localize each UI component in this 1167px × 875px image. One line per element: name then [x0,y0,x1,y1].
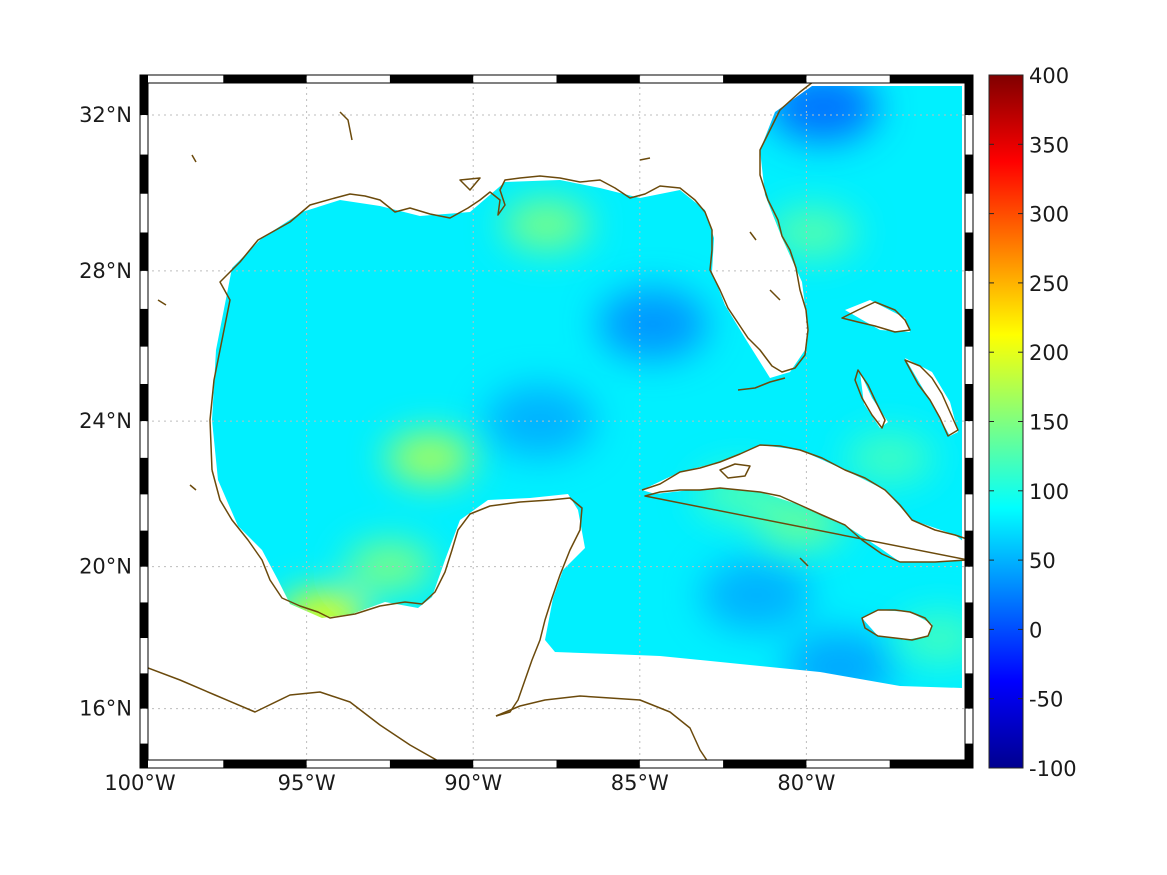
colorbar-tick-label: -50 [1029,688,1063,712]
colorbar-tick-label: 200 [1029,341,1069,365]
frame-segment-right [965,602,973,639]
colorbar-tick-label: 300 [1029,203,1069,227]
coastline-isla-juventud [719,463,751,479]
grid-lines [140,75,973,768]
latitude-tick-label: 24°N [79,409,132,433]
colorbar-tick-label: 250 [1029,272,1069,296]
latitude-labels: 16°N 20°N 24°N 28°N 32°N [79,103,132,721]
frame-segment-bottom [556,760,640,768]
colorbar-tick-label: 150 [1029,411,1069,435]
heatmap-hotspot [695,468,784,521]
frame-segment-top [723,75,807,83]
colorbar-tick-label: -100 [1029,757,1077,781]
frame-segment-right [965,75,973,116]
frame-segment-left [140,457,148,495]
frame-segment-left [140,602,148,639]
longitude-labels: 100°W 95°W 90°W 85°W 80°W [104,771,835,795]
frame-segment-right [965,530,973,567]
coastline-bahamas-north [841,301,911,333]
frame-segment-top [223,75,307,83]
longitude-tick-label: 85°W [611,771,669,795]
frame-segment-right [965,673,973,709]
longitude-tick-label: 95°W [278,771,336,795]
frame-segment-right [965,232,973,271]
heatmap-hotspot [279,590,368,643]
heatmap-hotspot [845,431,934,484]
longitude-tick-label: 100°W [104,771,176,795]
coastline-mexico-east [211,469,583,717]
map-frame [139,74,974,769]
coastline-florida-keys [737,377,786,391]
coastline-small-islands [157,111,809,567]
colorbar-tick-label: 100 [1029,480,1069,504]
latitude-tick-label: 28°N [79,259,132,283]
frame-segment-left [140,530,148,567]
latitude-tick-label: 32°N [79,103,132,127]
frame-corner [964,759,974,769]
frame-segment-left [140,673,148,709]
coastline-bahamas-andros [854,369,886,429]
heatmap-hotspot [755,497,844,550]
heatmap-coldspot [701,559,812,632]
frame-segment-right [965,154,973,194]
frame-segment-right [965,457,973,495]
frame-segment-bottom [389,760,474,768]
frame-segment-bottom [889,760,973,768]
coastline-gulf-north [209,83,813,471]
colorbar-gradient [989,75,1023,768]
longitude-tick-label: 80°W [777,771,835,795]
frame-segment-bottom [723,760,807,768]
frame-segment-left [140,232,148,271]
colorbar: 400 350 300 250 200 150 100 50 0 -50 -100 [988,64,1077,781]
frame-segment-top [556,75,640,83]
frame-segment-left [140,383,148,422]
frame-segment-right [965,308,973,347]
frame-segment-left [140,75,148,116]
heatmap-layer [148,83,965,760]
longitude-tick-label: 90°W [444,771,502,795]
colorbar-tick-label: 400 [1029,64,1069,88]
coastline-jamaica [861,609,933,641]
latitude-tick-label: 16°N [79,697,132,721]
heatmap-coldspot [768,83,879,144]
heatmap-hotspot [769,206,858,259]
colorbar-tick-label: 50 [1029,549,1056,573]
heatmap-hotspot [895,612,965,665]
coastline-central-america [495,695,708,760]
frame-segment-bottom [223,760,307,768]
coastline-bahamas-east [904,359,959,437]
frame-segment-right [965,383,973,422]
coastlines [148,83,965,760]
frame-segment-top [889,75,973,83]
colorbar-tick-label: 0 [1029,618,1042,642]
frame-segment-top [389,75,474,83]
coastline-pacific [148,667,438,760]
heatmap-coldspot [784,630,895,703]
frame-corner [139,759,149,769]
heatmap-hotspot [345,540,434,593]
heatmap-coldspot [598,288,709,361]
frame-segment-left [140,308,148,347]
heatmap-hotspot [502,198,591,251]
coastline-cuba [641,444,965,563]
heatmap-coldspot [484,385,595,458]
frame-corner [139,74,149,84]
frame-segment-right [965,743,973,768]
latitude-tick-label: 20°N [79,555,132,579]
frame-segment-left [140,154,148,194]
heatmap-hotspot [385,431,474,484]
frame-corner [964,74,974,84]
colorbar-tick-label: 350 [1029,133,1069,157]
frame-segment-left [140,743,148,768]
